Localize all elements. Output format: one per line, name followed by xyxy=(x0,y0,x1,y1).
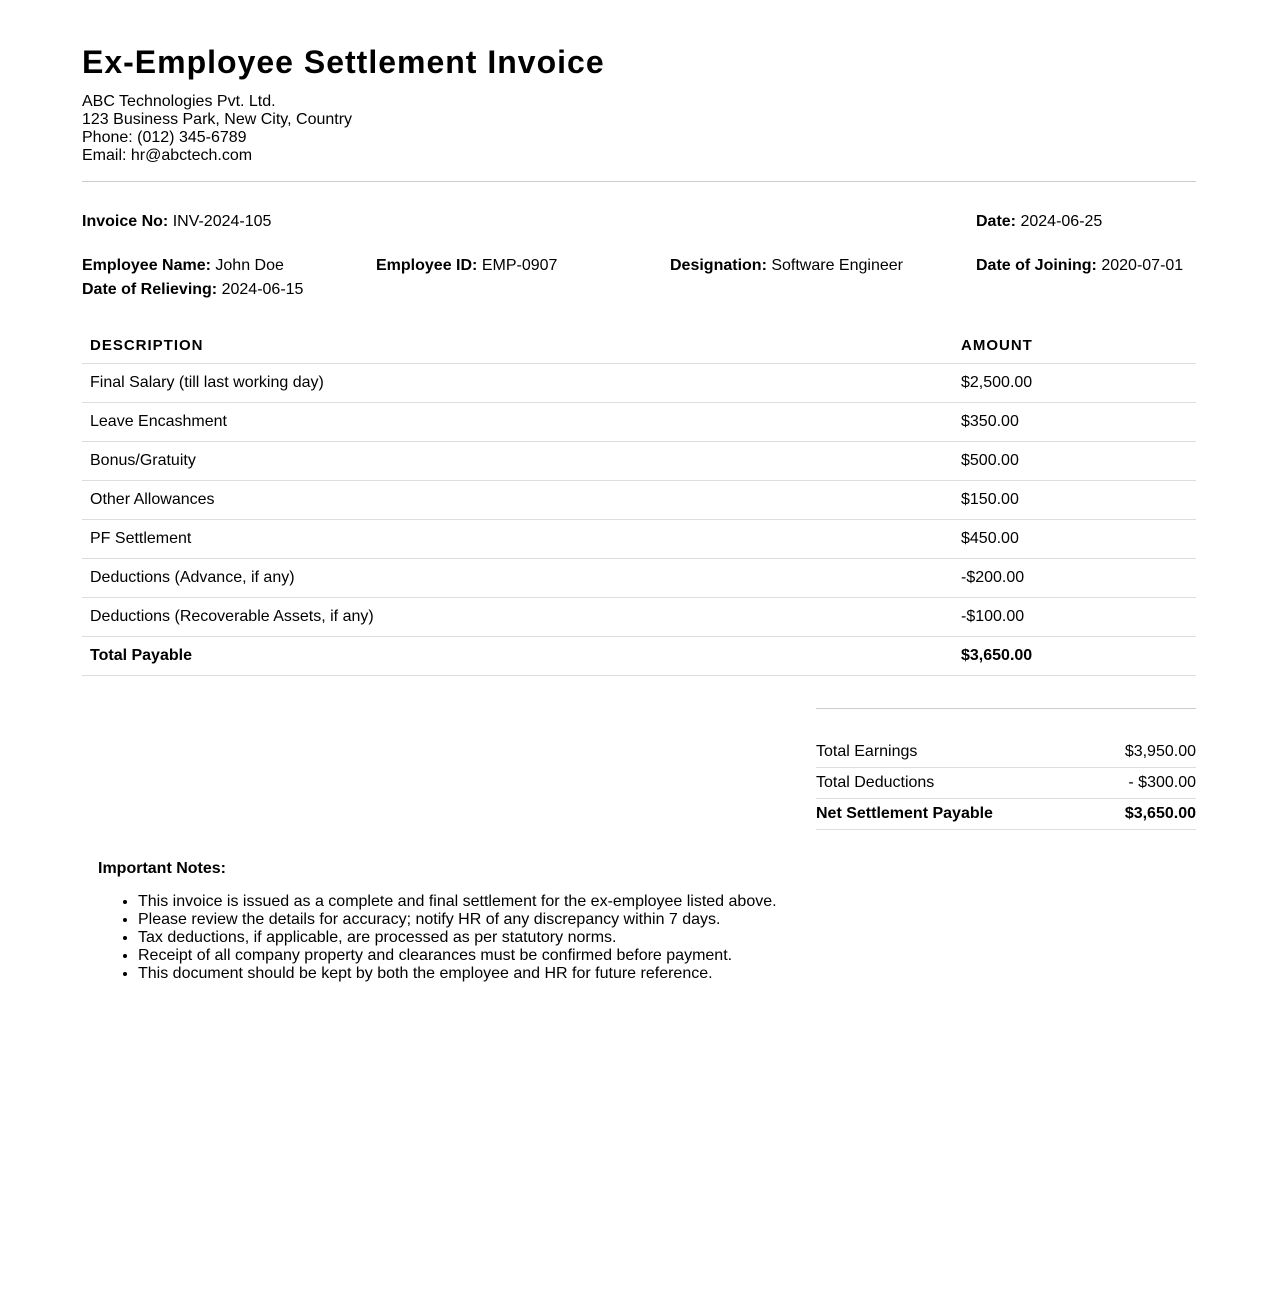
company-info: ABC Technologies Pvt. Ltd. 123 Business … xyxy=(82,93,1196,165)
invoice-page: Ex-Employee Settlement Invoice ABC Techn… xyxy=(82,0,1196,1300)
row-amount: $150.00 xyxy=(953,480,1196,520)
note-item: Please review the details for accuracy; … xyxy=(138,911,1196,929)
header-description: DESCRIPTION xyxy=(82,328,953,364)
table-row: Other Allowances $150.00 xyxy=(82,480,1196,520)
table-row: PF Settlement $450.00 xyxy=(82,519,1196,559)
relieving-row: Date of Relieving: 2024-06-15 xyxy=(82,278,1196,302)
date-of-joining: Date of Joining: 2020-07-01 xyxy=(976,257,1184,274)
table-row: Leave Encashment $350.00 xyxy=(82,402,1196,442)
summary-total-deductions: Total Deductions - $300.00 xyxy=(816,768,1196,799)
row-amount: $450.00 xyxy=(953,519,1196,559)
divider xyxy=(82,181,1196,182)
row-amount: -$100.00 xyxy=(953,597,1196,637)
row-description: Leave Encashment xyxy=(82,402,953,442)
row-description: Final Salary (till last working day) xyxy=(82,363,953,403)
note-item: Tax deductions, if applicable, are proce… xyxy=(138,929,1196,947)
date-of-relieving: Date of Relieving: 2024-06-15 xyxy=(82,281,304,298)
note-item: This invoice is issued as a complete and… xyxy=(138,893,1196,911)
settlement-table: DESCRIPTION AMOUNT Final Salary (till la… xyxy=(82,328,1196,676)
row-amount: $2,500.00 xyxy=(953,363,1196,403)
row-amount: $500.00 xyxy=(953,441,1196,481)
table-row: Final Salary (till last working day) $2,5… xyxy=(82,363,1196,403)
table-row: Deductions (Recoverable Assets, if any) -… xyxy=(82,597,1196,637)
company-email: Email: hr@abctech.com xyxy=(82,147,253,164)
invoice-meta-row: Invoice No: INV-2024-105 Date: 2024-06-2… xyxy=(82,210,1196,234)
row-description: Other Allowances xyxy=(82,480,953,520)
notes-heading: Important Notes: xyxy=(98,860,226,877)
row-amount: -$200.00 xyxy=(953,558,1196,598)
table-row: Deductions (Advance, if any) -$200.00 xyxy=(82,558,1196,598)
company-address: 123 Business Park, New City, Country xyxy=(82,111,353,128)
page-title: Ex-Employee Settlement Invoice xyxy=(82,44,605,80)
notes-list: This invoice is issued as a complete and… xyxy=(98,893,1196,983)
summary-total-earnings: Total Earnings $3,950.00 xyxy=(816,737,1196,768)
employee-id: Employee ID: EMP-0907 xyxy=(376,257,558,274)
row-description: Deductions (Recoverable Assets, if any) xyxy=(82,597,953,637)
total-label: Total Payable xyxy=(82,636,953,676)
invoice-date: Date: 2024-06-25 xyxy=(976,213,1103,230)
total-amount: $3,650.00 xyxy=(953,636,1196,676)
row-description: Bonus/Gratuity xyxy=(82,441,953,481)
employee-row: Employee Name: John Doe Employee ID: EMP… xyxy=(82,254,1196,278)
row-description: PF Settlement xyxy=(82,519,953,559)
invoice-number: Invoice No: INV-2024-105 xyxy=(82,213,272,230)
company-phone: Phone: (012) 345-6789 xyxy=(82,129,247,146)
note-item: Receipt of all company property and clea… xyxy=(138,947,1196,965)
row-description: Deductions (Advance, if any) xyxy=(82,558,953,598)
total-row: Total Payable $3,650.00 xyxy=(82,636,1196,676)
company-name: ABC Technologies Pvt. Ltd. xyxy=(82,93,276,110)
header-amount: AMOUNT xyxy=(953,328,1196,364)
employee-name: Employee Name: John Doe xyxy=(82,257,284,274)
important-notes: Important Notes: This invoice is issued … xyxy=(82,860,1196,983)
note-item: This document should be kept by both the… xyxy=(138,965,1196,983)
designation: Designation: Software Engineer xyxy=(670,257,903,274)
table-row: Bonus/Gratuity $500.00 xyxy=(82,441,1196,481)
summary-box: Total Earnings $3,950.00 Total Deductions… xyxy=(816,708,1196,830)
row-amount: $350.00 xyxy=(953,402,1196,442)
summary-net-payable: Net Settlement Payable $3,650.00 xyxy=(816,799,1196,830)
